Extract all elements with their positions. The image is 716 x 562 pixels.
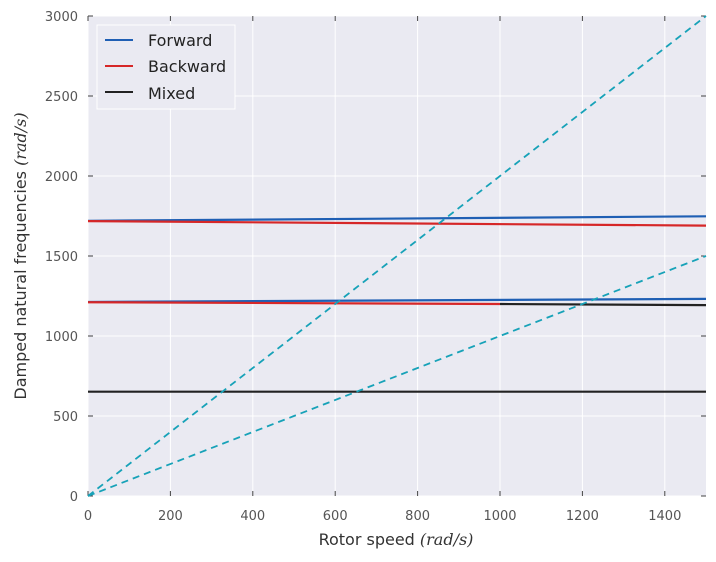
legend-label-mixed: Mixed bbox=[148, 84, 195, 103]
tick-labels: 0 200 400 600 800 1000 1200 1400 0 500 1000 1500 200… bbox=[45, 10, 681, 524]
reference-line-7 bbox=[87, 255, 707, 497]
y-tick-label: 3000 bbox=[45, 10, 78, 25]
backward-line-1 bbox=[87, 220, 707, 227]
x-axis-title-text: Rotor speed bbox=[319, 530, 415, 549]
y-axis-title: Damped natural frequencies (rad/s) bbox=[11, 112, 30, 399]
legend: Forward Backward Mixed bbox=[96, 24, 236, 110]
x-tick-label: 1200 bbox=[566, 509, 599, 524]
y-axis-title-text: Damped natural frequencies bbox=[11, 171, 30, 400]
x-tick-label: 1400 bbox=[648, 509, 681, 524]
x-tick-label: 600 bbox=[323, 509, 348, 524]
y-tick-label: 1000 bbox=[45, 330, 78, 345]
forward-line-0 bbox=[87, 215, 707, 222]
x-tick-label: 1000 bbox=[483, 509, 516, 524]
x-tick-label: 800 bbox=[405, 509, 430, 524]
y-tick-label: 0 bbox=[70, 490, 78, 505]
backward-line-3 bbox=[87, 301, 501, 306]
grid bbox=[87, 15, 706, 497]
series bbox=[87, 15, 707, 497]
legend-label-backward: Backward bbox=[148, 57, 226, 76]
x-axis-title-unit: (rad/s) bbox=[420, 530, 474, 549]
x-tick-label: 0 bbox=[84, 509, 92, 524]
y-tick-label: 2000 bbox=[45, 170, 78, 185]
x-axis-title: Rotor speed (rad/s) bbox=[319, 530, 474, 549]
mixed-line-4 bbox=[499, 302, 707, 307]
x-tick-label: 200 bbox=[158, 509, 183, 524]
y-tick-label: 2500 bbox=[45, 90, 78, 105]
ticks bbox=[87, 15, 706, 497]
forward-line-2 bbox=[87, 297, 707, 304]
reference-line-6 bbox=[87, 15, 707, 497]
legend-label-forward: Forward bbox=[148, 31, 212, 50]
y-tick-label: 500 bbox=[53, 410, 78, 425]
y-axis-title-unit: (rad/s) bbox=[11, 112, 30, 166]
x-tick-label: 400 bbox=[240, 509, 265, 524]
y-tick-label: 1500 bbox=[45, 250, 78, 265]
